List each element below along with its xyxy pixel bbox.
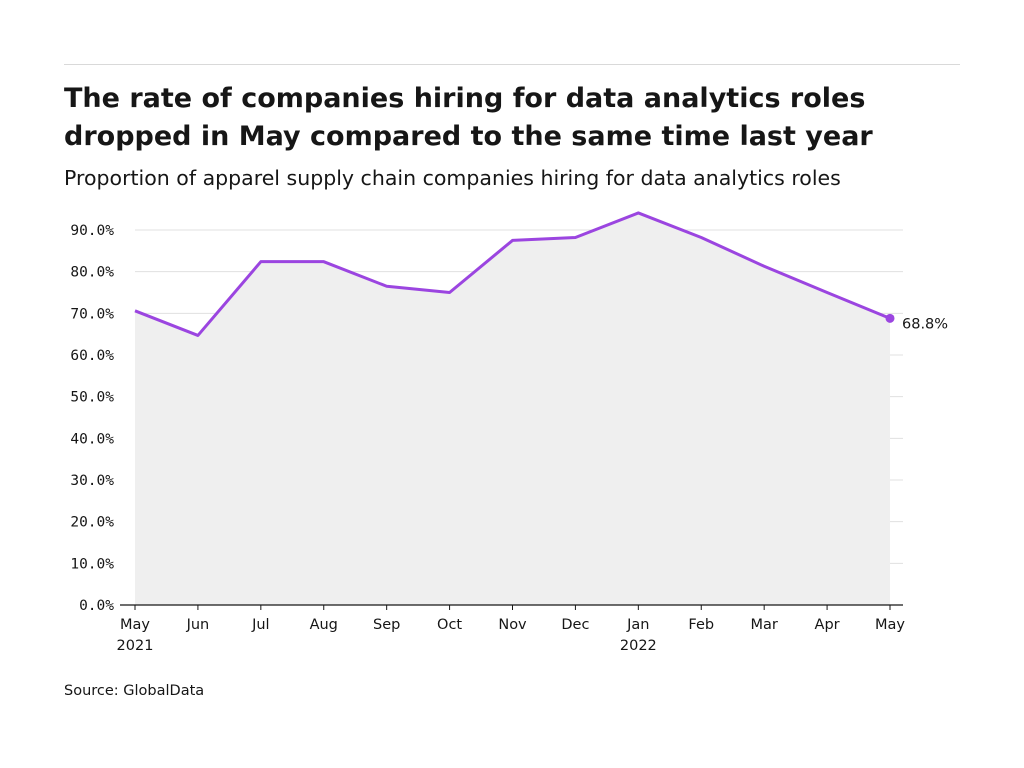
x-tick-label: May bbox=[875, 617, 905, 633]
x-tick: Dec bbox=[561, 605, 589, 633]
x-tick: May 2021 bbox=[117, 605, 154, 654]
y-tick-label: 50.0% bbox=[70, 390, 114, 406]
x-tick-label: Oct bbox=[437, 617, 462, 633]
y-tick-label: 30.0% bbox=[70, 473, 114, 489]
end-point-marker bbox=[885, 313, 895, 323]
series-line bbox=[134, 211, 891, 337]
x-tick: Nov bbox=[498, 605, 527, 633]
chart-title-line-1: The rate of companies hiring for data an… bbox=[64, 83, 866, 114]
y-tick-label: 60.0% bbox=[70, 348, 114, 364]
x-tick-label: Sep bbox=[373, 617, 400, 633]
x-tick-label: Jul bbox=[251, 617, 270, 633]
y-tick-label: 40.0% bbox=[70, 431, 114, 447]
y-tick-label: 0.0% bbox=[79, 598, 114, 614]
x-axis-tick-labels: May 2021 Jun Jul Aug Sep Oct Nov Dec Jan 2022 Feb Ma… bbox=[117, 605, 905, 654]
x-tick: Jun bbox=[186, 605, 210, 633]
x-tick: Mar bbox=[750, 605, 778, 633]
x-tick-label: Nov bbox=[498, 617, 527, 633]
chart-title-line-2: dropped in May compared to the same time… bbox=[64, 121, 873, 152]
data-points bbox=[885, 313, 895, 323]
area-fill bbox=[135, 212, 890, 605]
x-tick: May bbox=[875, 605, 905, 633]
y-tick-label: 80.0% bbox=[70, 265, 114, 281]
y-tick-label: 10.0% bbox=[70, 556, 114, 572]
x-tick-label: Aug bbox=[310, 617, 338, 633]
x-tick-label: 2022 bbox=[620, 638, 657, 654]
x-tick-label: Dec bbox=[561, 617, 589, 633]
chart-title: The rate of companies hiring for data an… bbox=[64, 80, 964, 156]
y-axis-tick-labels: 0.0% 10.0% 20.0% 30.0% 40.0% 50.0% 60.0% 70.0% 8… bbox=[70, 223, 114, 614]
x-tick: Feb bbox=[688, 605, 714, 633]
end-value-label: 68.8% bbox=[902, 316, 948, 332]
chart-subtitle: Proportion of apparel supply chain compa… bbox=[64, 166, 841, 190]
source-note: Source: GlobalData bbox=[64, 683, 205, 699]
x-tick-label: Apr bbox=[815, 617, 840, 633]
x-tick: Jan 2022 bbox=[620, 605, 657, 654]
y-tick-label: 70.0% bbox=[70, 306, 114, 322]
x-tick-label: Mar bbox=[750, 617, 777, 633]
x-tick-label: Feb bbox=[688, 617, 714, 633]
top-divider bbox=[64, 64, 960, 65]
x-tick-label: Jun bbox=[186, 617, 210, 633]
x-tick: Apr bbox=[815, 605, 840, 633]
x-tick: Aug bbox=[310, 605, 338, 633]
x-tick-label: May bbox=[120, 617, 150, 633]
x-tick-label: 2021 bbox=[117, 638, 154, 654]
x-tick-label: Jan bbox=[626, 617, 649, 633]
x-tick: Oct bbox=[437, 605, 462, 633]
y-tick-label: 20.0% bbox=[70, 515, 114, 531]
x-tick: Jul bbox=[251, 605, 270, 633]
y-tick-label: 90.0% bbox=[70, 223, 114, 239]
x-tick: Sep bbox=[373, 605, 400, 633]
